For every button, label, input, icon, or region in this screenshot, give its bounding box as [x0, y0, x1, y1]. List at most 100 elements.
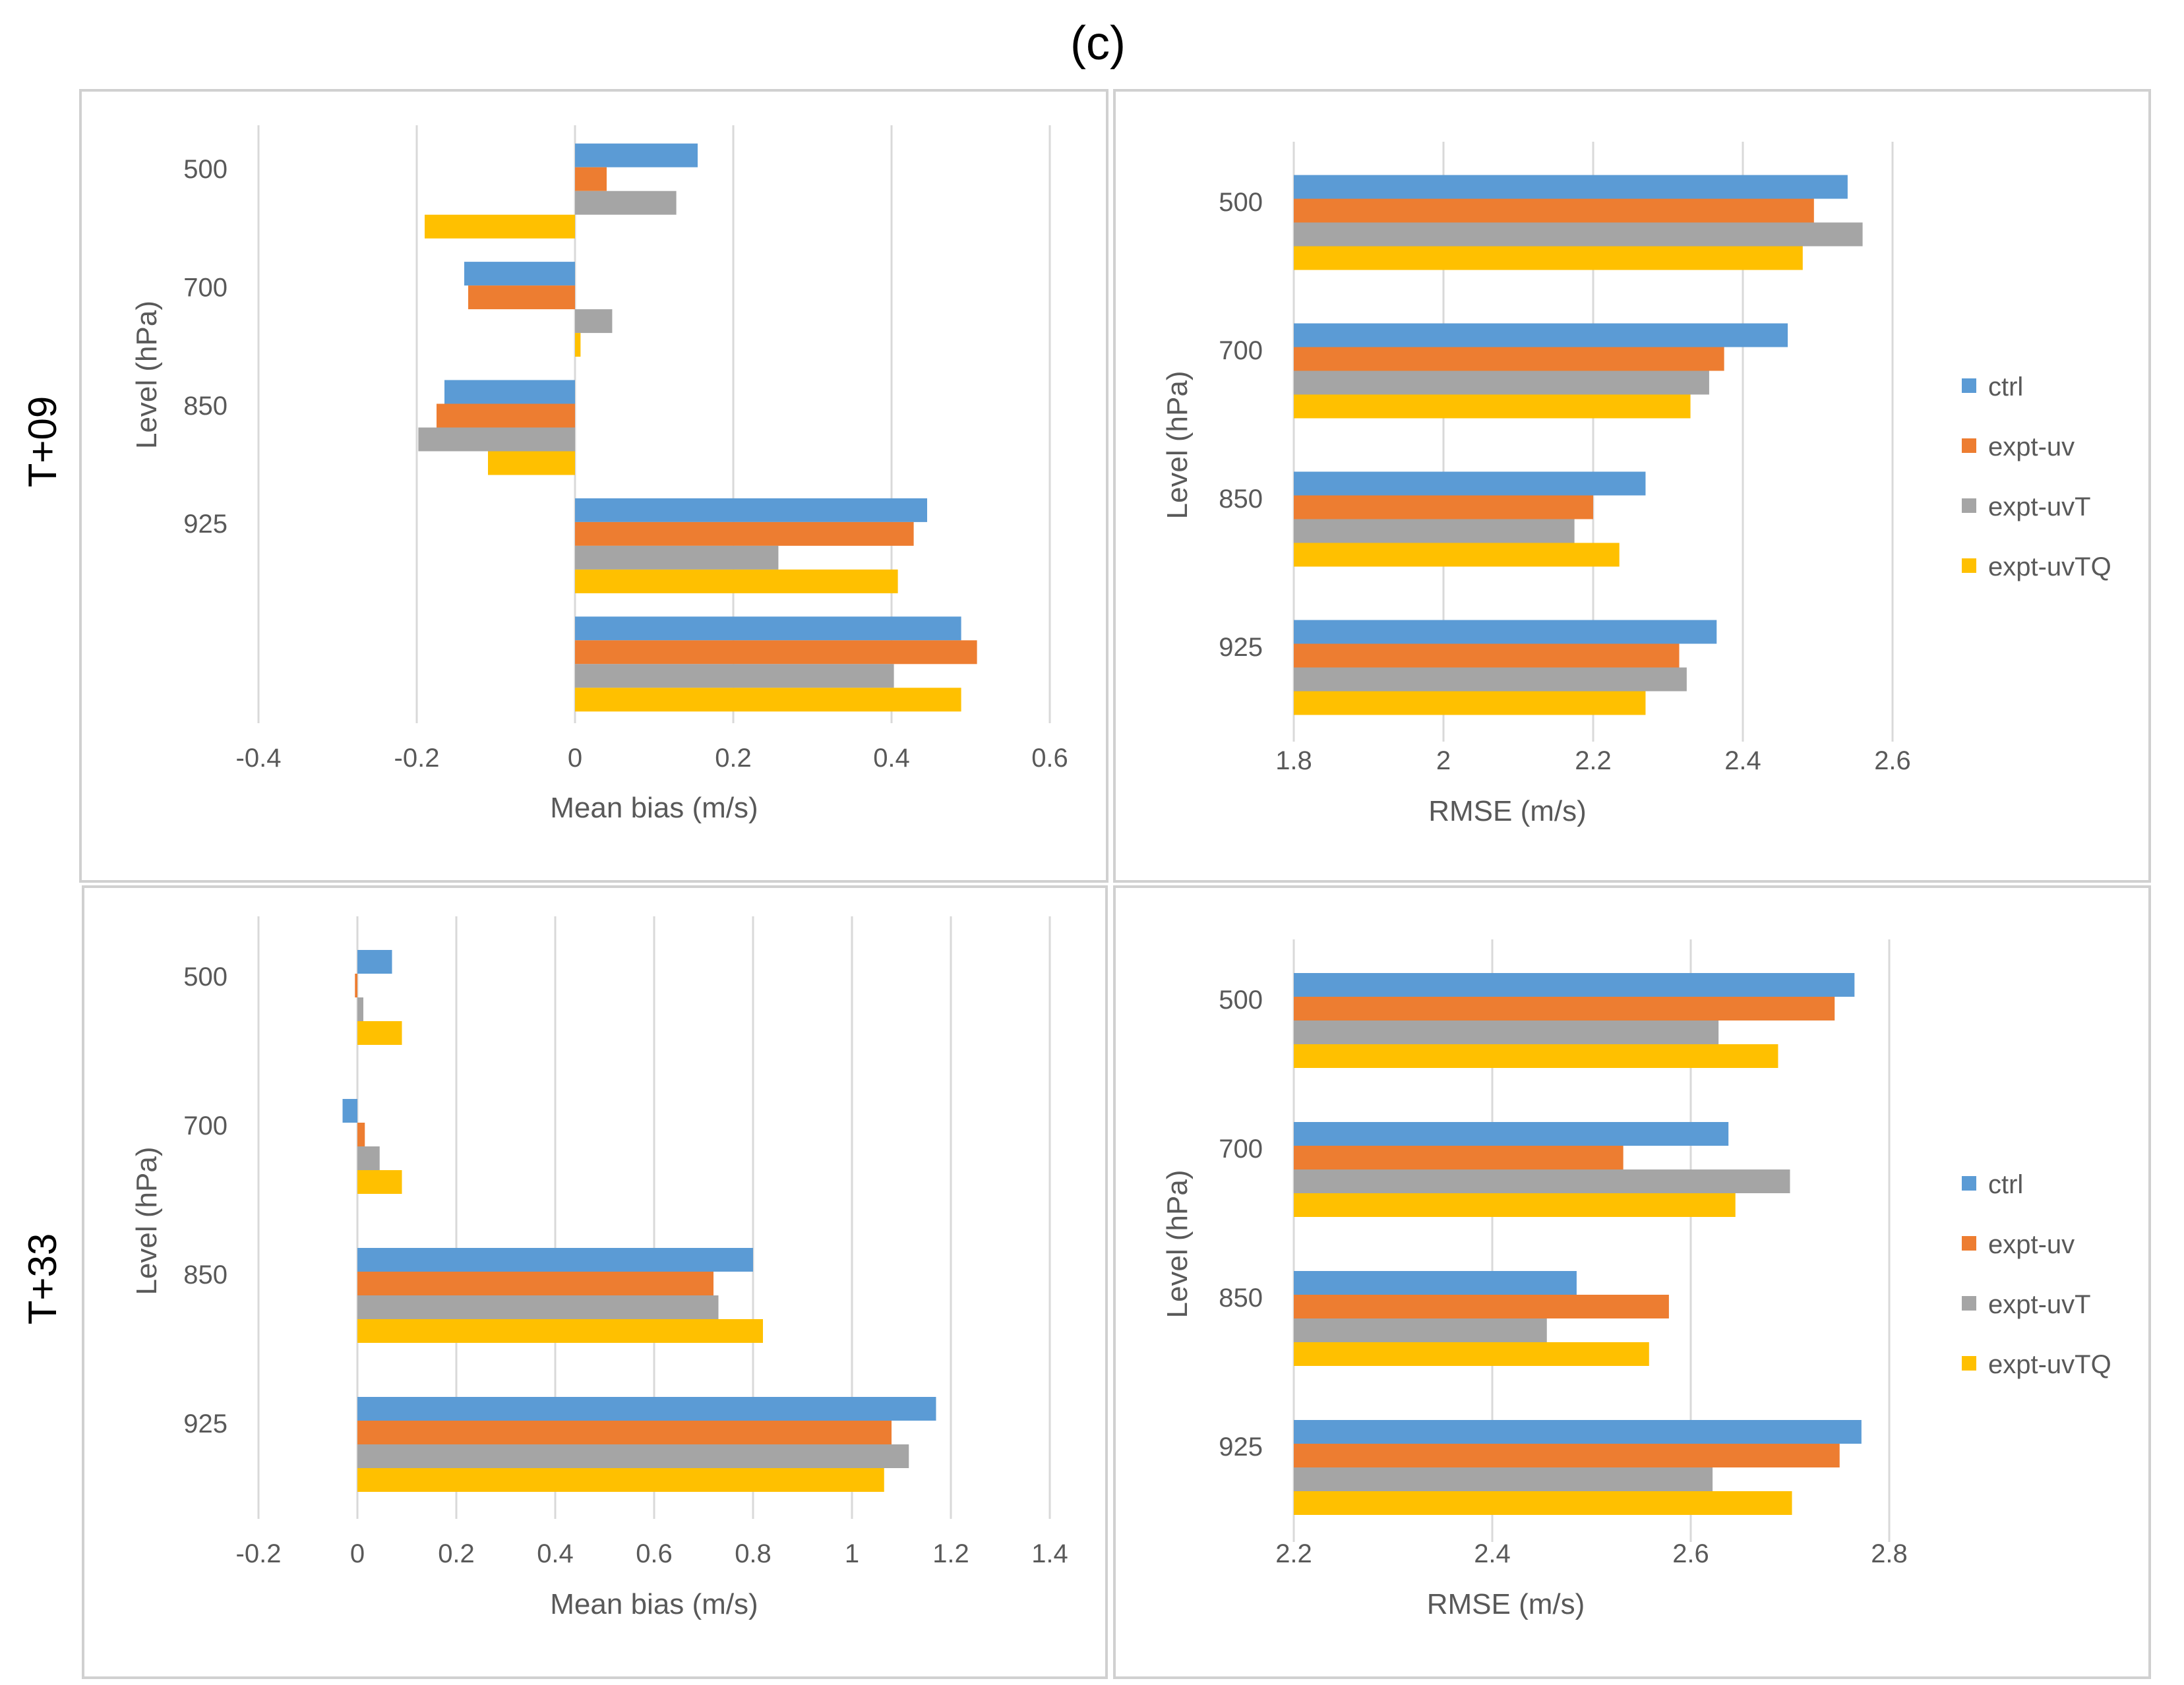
bar-expt-uvTQ — [1294, 1342, 1649, 1366]
bar-expt-uvT — [357, 1444, 909, 1468]
bar-expt-uv — [575, 640, 977, 665]
bar-expt-uvTQ — [575, 569, 898, 593]
x-tick-label: 2.2 — [1275, 1539, 1312, 1568]
level-label: 500 — [1219, 188, 1263, 217]
bar-expt-uvTQ — [1294, 1193, 1736, 1217]
legend-label: ctrl — [1988, 372, 2023, 401]
legend-swatch-ctrl — [1962, 378, 1976, 393]
x-tick-label: 1.8 — [1275, 746, 1312, 775]
bar-expt-uvTQ — [357, 1468, 884, 1492]
bar-expt-uv — [1294, 997, 1835, 1020]
x-axis-title: Mean bias (m/s) — [550, 1588, 758, 1620]
x-axis-title: Mean bias (m/s) — [550, 792, 758, 824]
x-axis-title: RMSE (m/s) — [1427, 1588, 1585, 1620]
bar-expt-uvT — [1294, 1467, 1713, 1491]
legend-swatch-expt-uvT — [1962, 498, 1976, 513]
y-axis-title: Level (hPa) — [131, 1146, 163, 1295]
level-label: 500 — [1219, 986, 1263, 1015]
bar-expt-uvTQ — [1294, 1491, 1792, 1515]
x-tick-label: 0.2 — [715, 744, 752, 773]
bar-expt-uv — [437, 403, 575, 428]
legend-label: expt-uvTQ — [1988, 552, 2111, 581]
bar-ctrl — [444, 380, 575, 404]
x-tick-label: 2.4 — [1724, 746, 1761, 775]
legend-label: expt-uv — [1988, 1230, 2075, 1259]
legend-label: expt-uvT — [1988, 492, 2091, 521]
bar-expt-uvT — [357, 997, 363, 1021]
bar-expt-uvTQ — [1294, 246, 1803, 270]
x-tick-label: 0.4 — [537, 1539, 574, 1568]
bar-ctrl — [575, 498, 927, 522]
bar-expt-uvT — [1294, 519, 1575, 543]
bar-ctrl — [1294, 1271, 1577, 1295]
level-label: 925 — [1219, 1433, 1263, 1462]
bar-expt-uvTQ — [488, 451, 575, 475]
chart-t33-bias: -0.2 0 0.2 0.4 0.6 0.8 1 1.2 1.4 500 700 850 925 Mean… — [82, 885, 1108, 1679]
bar-expt-uvTQ — [575, 333, 581, 357]
bar-ctrl — [1294, 1420, 1862, 1444]
bar-expt-uv — [355, 974, 357, 997]
x-tick-label: 0.8 — [735, 1539, 772, 1568]
bar-expt-uv — [1294, 198, 1814, 223]
bar-ctrl — [357, 950, 392, 974]
bar-expt-uvTQ — [357, 1170, 402, 1194]
legend-label: expt-uv — [1988, 432, 2075, 461]
level-label: 925 — [183, 510, 228, 539]
bar-ctrl — [1294, 1122, 1729, 1146]
bar-expt-uvT — [418, 427, 575, 452]
bar-ctrl — [1294, 973, 1855, 997]
bar-ctrl — [464, 262, 575, 286]
y-axis-title: Level (hPa) — [1161, 1169, 1194, 1318]
x-tick-label: 0 — [350, 1539, 365, 1568]
bar-expt-uvT — [1294, 667, 1687, 692]
level-label: 500 — [183, 962, 228, 991]
level-label: 850 — [183, 392, 228, 421]
figure-label: (c) — [1070, 17, 1126, 70]
x-tick-label: 0 — [568, 744, 582, 773]
level-label: 500 — [183, 155, 228, 184]
bar-expt-uv — [1294, 1444, 1840, 1467]
x-tick-label: -0.2 — [394, 744, 440, 773]
bar-expt-uvTQ — [1294, 691, 1646, 715]
legend-swatch-expt-uvTQ — [1962, 1356, 1976, 1371]
bar-expt-uvT — [575, 664, 894, 688]
x-tick-label: 2.8 — [1871, 1539, 1908, 1568]
bar-expt-uvT — [1294, 1318, 1547, 1342]
bar-expt-uv — [1294, 1295, 1669, 1318]
level-label: 700 — [1219, 336, 1263, 365]
bar-expt-uv — [575, 521, 914, 546]
legend-swatch-expt-uvT — [1962, 1296, 1976, 1311]
bar-ctrl — [342, 1099, 357, 1123]
legend-swatch-expt-uv — [1962, 1236, 1976, 1251]
bar-ctrl — [1294, 471, 1646, 496]
bar-ctrl — [575, 143, 698, 167]
bar-expt-uvT — [357, 1295, 719, 1319]
level-label: 700 — [183, 273, 228, 302]
bar-ctrl — [1294, 323, 1788, 347]
x-tick-label: 2.6 — [1672, 1539, 1709, 1568]
x-tick-label: -0.4 — [236, 744, 282, 773]
bar-ctrl — [1294, 175, 1848, 199]
legend-label: ctrl — [1988, 1170, 2023, 1199]
level-label: 850 — [183, 1260, 228, 1289]
bar-expt-uvT — [1294, 370, 1709, 395]
bar-expt-uv — [357, 1123, 365, 1146]
charts-layer: -0.4 -0.2 0 0.2 0.4 0.6 500 700 850 925 Mean bias … — [79, 89, 2151, 1679]
x-tick-label: 2.6 — [1874, 746, 1911, 775]
legend-label: expt-uvT — [1988, 1290, 2091, 1319]
bar-expt-uv — [468, 285, 575, 310]
x-tick-label: 2.2 — [1575, 746, 1612, 775]
chart-t09-rmse: 1.8 2 2.2 2.4 2.6 500 700 850 925 RMSE (m/s) Level… — [1113, 89, 2151, 883]
bar-expt-uvT — [1294, 222, 1863, 247]
legend-swatch-expt-uv — [1962, 438, 1976, 453]
bar-expt-uvTQ — [357, 1021, 402, 1045]
level-label: 925 — [183, 1409, 228, 1438]
bar-expt-uvT — [1294, 1020, 1719, 1044]
bar-ctrl — [575, 616, 961, 641]
level-label: 925 — [1219, 633, 1263, 662]
bar-expt-uvT — [575, 191, 677, 215]
bar-ctrl — [357, 1397, 936, 1421]
x-tick-label: 1 — [845, 1539, 859, 1568]
level-label: 850 — [1219, 485, 1263, 514]
